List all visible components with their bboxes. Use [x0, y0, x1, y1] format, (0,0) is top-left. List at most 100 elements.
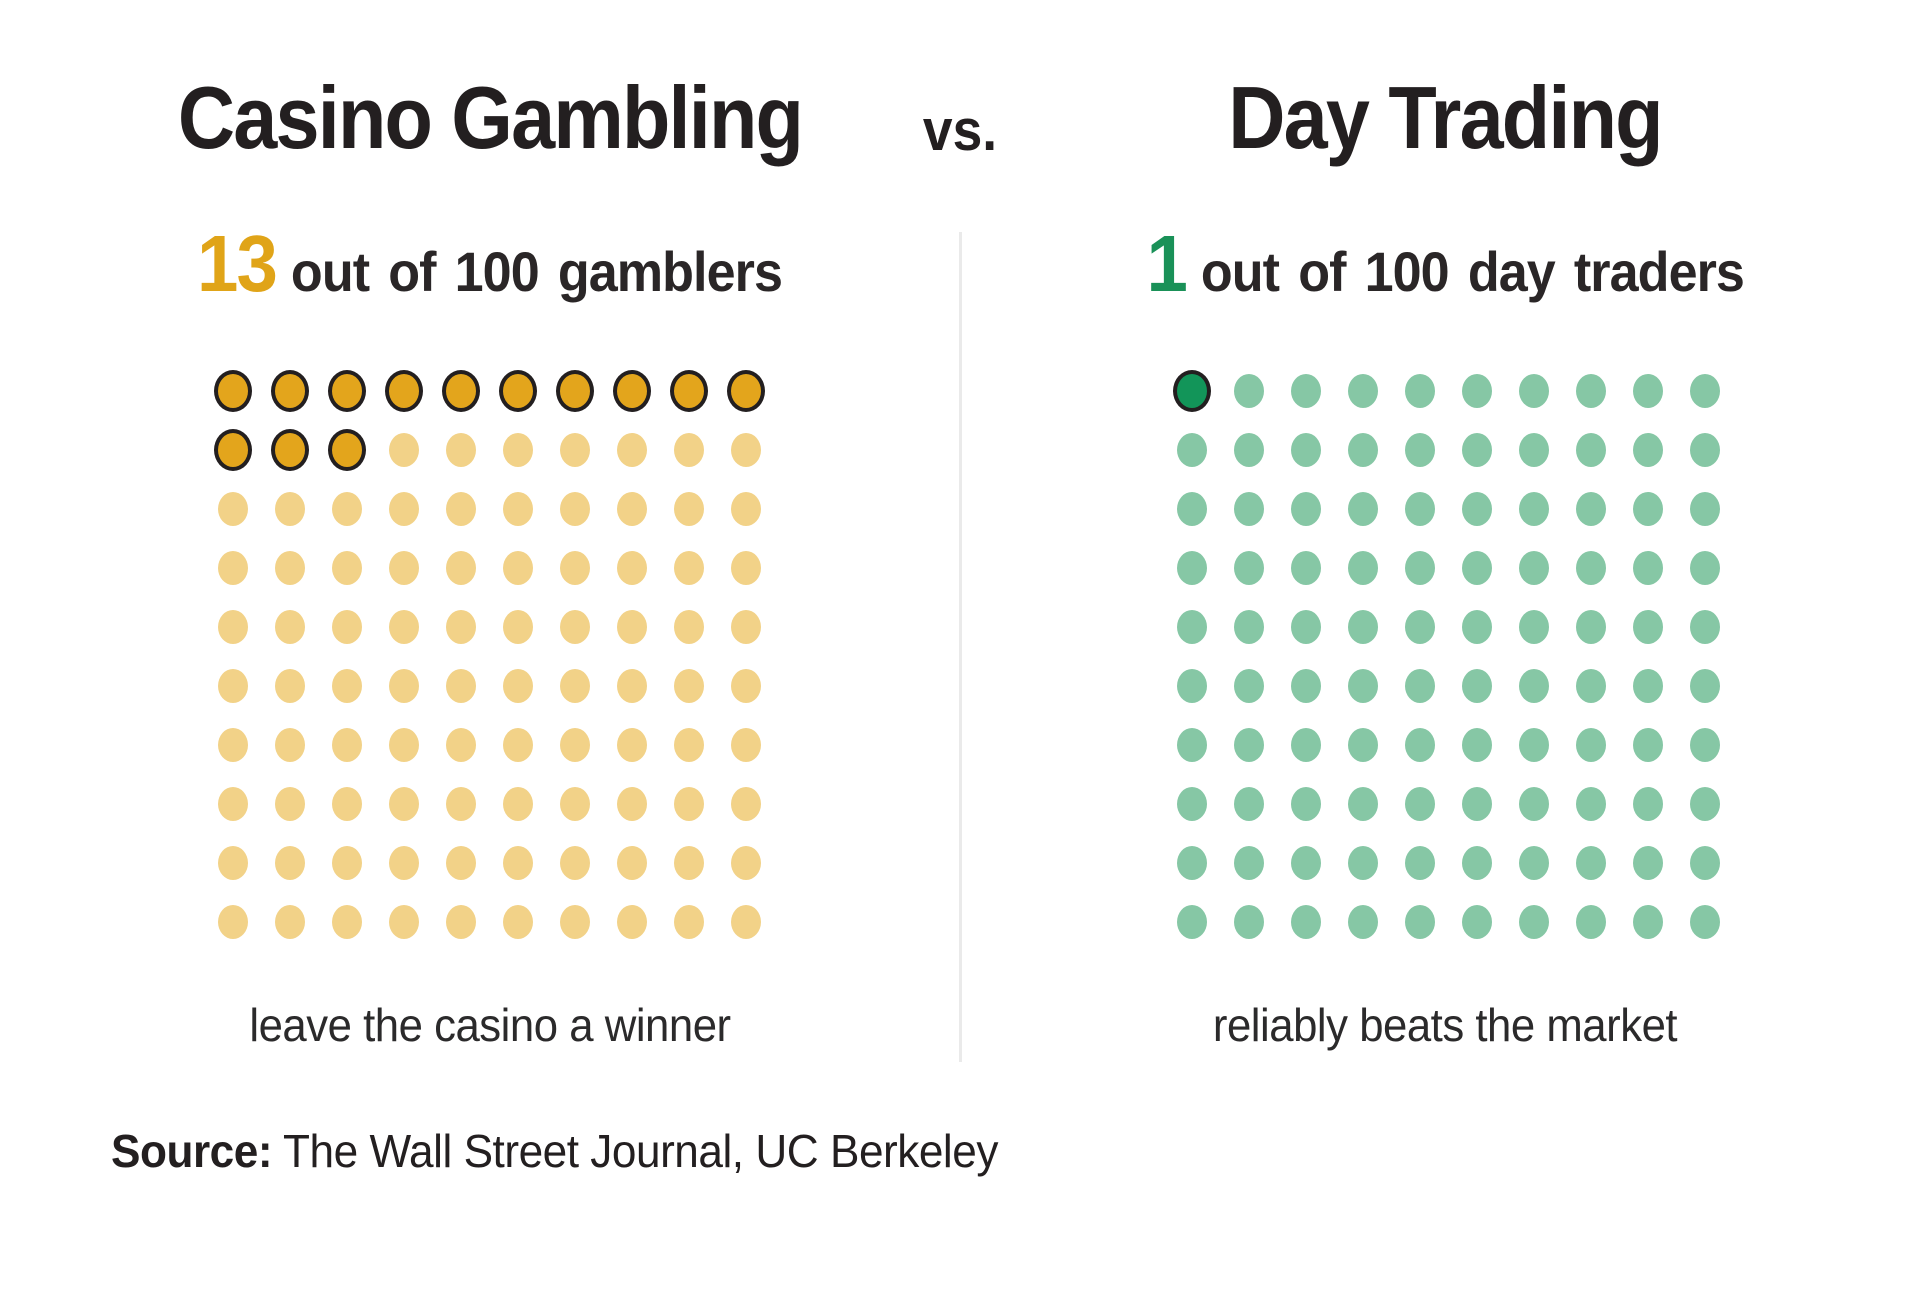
- dot-base: [674, 905, 704, 939]
- dot-base: [1462, 787, 1492, 821]
- dot-base: [1633, 905, 1663, 939]
- dot-base: [1405, 905, 1435, 939]
- dot-base: [1690, 787, 1720, 821]
- dot-base: [1576, 492, 1606, 526]
- dot-base: [1177, 492, 1207, 526]
- dot-base: [1177, 846, 1207, 880]
- dot-base: [560, 610, 590, 644]
- traders-caption: reliably beats the market: [1212, 999, 1678, 1051]
- dot-base: [674, 669, 704, 703]
- dot-base: [1234, 846, 1264, 880]
- dot-base: [446, 610, 476, 644]
- dot-base: [1348, 433, 1378, 467]
- gamblers-caption: leave the casino a winner: [249, 999, 731, 1051]
- gamblers-dot-grid: [218, 374, 761, 939]
- dot-base: [731, 905, 761, 939]
- dot-base: [332, 492, 362, 526]
- dot-highlighted: [674, 374, 704, 408]
- dot-base: [1576, 551, 1606, 585]
- dot-base: [446, 787, 476, 821]
- dot-base: [674, 433, 704, 467]
- dot-base: [1405, 846, 1435, 880]
- dot-base: [674, 728, 704, 762]
- dot-base: [731, 787, 761, 821]
- source-text: The Wall Street Journal, UC Berkeley: [272, 1125, 998, 1177]
- dot-base: [332, 787, 362, 821]
- dot-base: [560, 846, 590, 880]
- dot-base: [1291, 669, 1321, 703]
- dot-base: [1633, 846, 1663, 880]
- traders-stat-number: 1: [1146, 219, 1187, 308]
- dot-base: [617, 433, 647, 467]
- dot-base: [1519, 433, 1549, 467]
- dot-base: [389, 787, 419, 821]
- dot-base: [389, 728, 419, 762]
- dot-base: [1462, 905, 1492, 939]
- dot-base: [503, 610, 533, 644]
- dot-base: [275, 610, 305, 644]
- dot-base: [332, 669, 362, 703]
- dot-base: [275, 551, 305, 585]
- dot-base: [617, 905, 647, 939]
- dot-base: [731, 846, 761, 880]
- dot-base: [1462, 669, 1492, 703]
- dot-base: [218, 610, 248, 644]
- dot-base: [1234, 492, 1264, 526]
- traders-dot-grid: [1177, 374, 1720, 939]
- dot-base: [1405, 551, 1435, 585]
- dot-base: [1234, 669, 1264, 703]
- dot-base: [1234, 551, 1264, 585]
- dot-base: [332, 610, 362, 644]
- dot-base: [1633, 492, 1663, 526]
- dot-base: [446, 669, 476, 703]
- gamblers-stat-text: out of 100 gamblers: [291, 240, 783, 303]
- dot-base: [674, 610, 704, 644]
- dot-base: [389, 433, 419, 467]
- dot-base: [731, 728, 761, 762]
- dot-base: [1348, 551, 1378, 585]
- dot-base: [1633, 374, 1663, 408]
- dot-base: [1576, 846, 1606, 880]
- right-section-title: Day Trading: [1228, 68, 1663, 167]
- dot-highlighted: [446, 374, 476, 408]
- dot-base: [446, 433, 476, 467]
- dot-base: [1177, 669, 1207, 703]
- dot-base: [1177, 610, 1207, 644]
- dot-base: [1348, 374, 1378, 408]
- dot-base: [1690, 905, 1720, 939]
- dot-base: [332, 551, 362, 585]
- dot-base: [1234, 610, 1264, 644]
- dot-base: [1177, 905, 1207, 939]
- dot-base: [674, 551, 704, 585]
- dot-base: [218, 846, 248, 880]
- dot-base: [1462, 492, 1492, 526]
- dot-base: [1405, 610, 1435, 644]
- dot-base: [731, 433, 761, 467]
- dot-base: [446, 905, 476, 939]
- dot-base: [1462, 374, 1492, 408]
- dot-base: [218, 492, 248, 526]
- dot-highlighted: [731, 374, 761, 408]
- dot-base: [1348, 610, 1378, 644]
- dot-base: [332, 728, 362, 762]
- dot-base: [1234, 787, 1264, 821]
- dot-base: [1177, 728, 1207, 762]
- dot-highlighted: [1177, 374, 1207, 408]
- dot-base: [332, 846, 362, 880]
- dot-base: [1690, 846, 1720, 880]
- dot-base: [1234, 728, 1264, 762]
- dot-base: [1690, 669, 1720, 703]
- dot-base: [1519, 846, 1549, 880]
- dot-highlighted: [275, 374, 305, 408]
- dot-base: [218, 728, 248, 762]
- dot-base: [1633, 551, 1663, 585]
- dot-base: [617, 728, 647, 762]
- dot-base: [617, 787, 647, 821]
- dot-base: [503, 433, 533, 467]
- dot-base: [1291, 551, 1321, 585]
- dot-base: [218, 905, 248, 939]
- dot-highlighted: [218, 374, 248, 408]
- dot-base: [1633, 669, 1663, 703]
- traders-stat-text: out of 100 day traders: [1200, 240, 1745, 303]
